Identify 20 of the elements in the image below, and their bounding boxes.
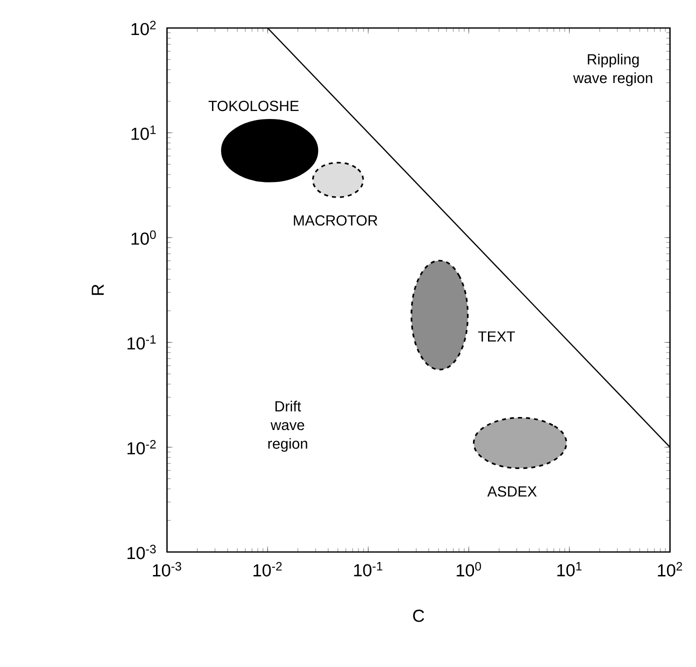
x-tick-label: 10$^{-2}$ <box>254 562 282 576</box>
y-tick-label: 10$^{0}$ <box>132 230 156 245</box>
y-tick-label: 10$^{2}$ <box>132 20 156 36</box>
series-label: TOKOLOSHE <box>208 100 299 112</box>
x-tick-label: 10$^{1}$ <box>557 562 582 576</box>
y-tick-label: 10$^{-3}$ <box>128 544 156 560</box>
x-tick-label: 10$^{-3}$ <box>152 562 182 576</box>
series-label: MACROTOR <box>294 215 378 226</box>
x-tick-label: 10$^{0}$ <box>456 562 482 576</box>
series-label: ASDEX <box>487 486 537 497</box>
y-tick-label: 10$^{1}$ <box>132 126 156 140</box>
y-axis-title: R <box>92 284 104 295</box>
series-label: TEXT <box>478 331 515 342</box>
x-tick-label: 10$^{-1}$ <box>354 562 382 576</box>
x-tick-label: 10$^{2}$ <box>658 562 682 576</box>
annotation: Drift wave region <box>268 400 308 452</box>
annotation: Rippling wave region <box>573 54 652 86</box>
x-axis-title: C <box>413 610 424 622</box>
y-tick-label: 10$^{-1}$ <box>128 335 156 350</box>
y-tick-label: 10$^{-2}$ <box>128 440 156 454</box>
